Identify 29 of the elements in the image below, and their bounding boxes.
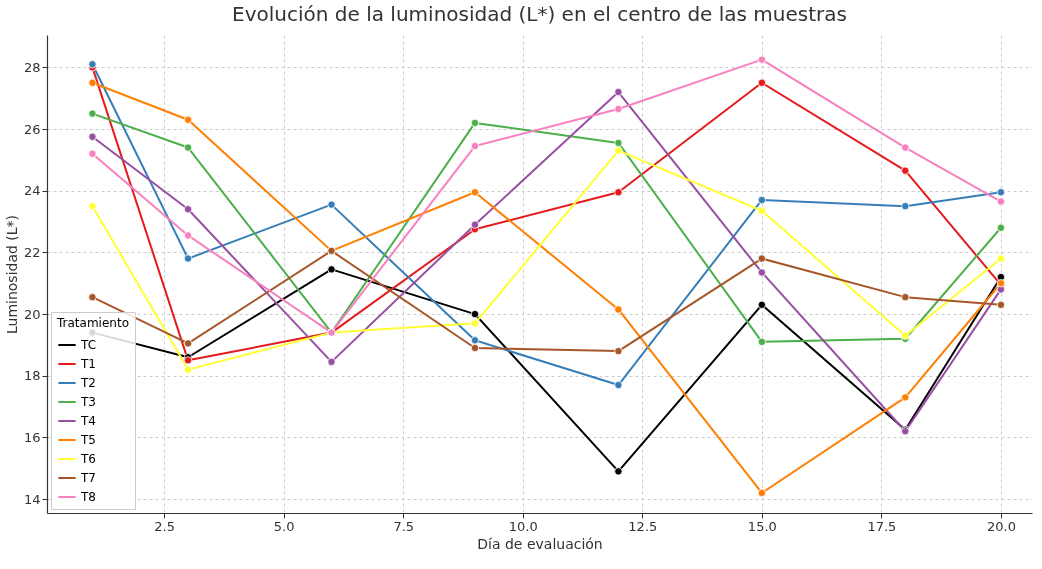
legend-label: T1 [80,357,96,371]
legend-label: T2 [80,376,96,390]
x-tick-label: 17.5 [867,518,897,534]
y-axis-title: Luminosidad (L*) [3,214,20,335]
x-tick-label: 5.0 [273,518,295,534]
legend-label: T3 [80,395,96,409]
y-tick-label: 26 [23,121,41,137]
legend-title: Tratamiento [56,316,129,330]
x-tick-label: 10.0 [508,518,538,534]
x-tick-label: 12.5 [628,518,658,534]
x-tick-label: 20.0 [986,518,1016,534]
legend-label: T6 [80,452,96,466]
legend-label: T4 [80,414,96,428]
y-tick-label: 28 [23,59,41,75]
chart-title: Evolución de la luminosidad (L*) en el centro de las muestras [232,2,847,26]
x-tick-label: 2.5 [154,518,175,534]
y-tick-label: 20 [23,306,41,322]
legend-label: T8 [80,490,96,504]
x-tick-label: 15.0 [747,518,777,534]
y-tick-label: 22 [23,244,41,260]
y-tick-label: 16 [23,429,41,445]
x-tick-label: 7.5 [393,518,415,534]
legend-label: TC [80,338,97,352]
legend-label: T5 [80,433,96,447]
legend-label: T7 [80,471,96,485]
y-tick-label: 18 [23,368,41,384]
y-tick-label: 24 [23,183,41,199]
y-tick-label: 14 [23,491,41,507]
x-axis-title: Día de evaluación [477,535,603,552]
